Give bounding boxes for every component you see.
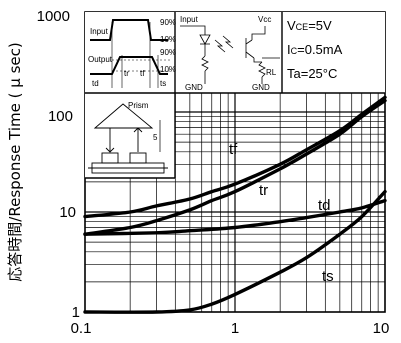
time-label-ts: ts [160,79,166,88]
series-line-tr [83,98,387,236]
y-axis-label: 応答時間/Response Time ( μ sec) [6,42,24,281]
y-tick-label-10: 10 [59,204,76,221]
curve-label-td: td [318,197,331,214]
time-label-td: td [92,79,99,88]
input-wire [180,25,206,35]
series-line-td [83,198,387,236]
top-inset-background [85,12,385,93]
input-resistor-icon [201,55,209,72]
input-waveform [90,19,168,41]
series-line-ts [83,189,387,314]
vcc-wire [251,26,266,40]
x-tick-label-0.1: 0.1 [71,320,92,337]
series-line-tf [83,95,387,219]
arrow-up-icon [133,127,143,133]
level-label-1: 90% [160,18,176,27]
condition-ic: IC=0.5mA [287,42,343,57]
y-tick-label-1: 1 [72,304,80,321]
light-arrow-2-icon [222,35,234,49]
output-wire [253,58,262,63]
circuit-vcc-label: Vcc [258,15,271,24]
circuit-gnd-right: GND [252,83,270,92]
y-tick-label-1000: 1000 [37,8,70,25]
condition-vce: VCE=5V [287,18,332,33]
circuit-gnd-left: GND [185,83,203,92]
output-waveform [90,56,168,75]
y-tick-label-100: 100 [48,108,73,125]
time-label-tf: tf [140,69,145,78]
circuit-rl-label: RL [266,68,277,77]
circuit-inset: Input GND Vcc RL GND [180,15,280,92]
curve-label-ts: ts [322,268,334,285]
prism-distance-label: 5 [153,133,158,142]
level-label-2: 10% [160,35,176,44]
x-tick-label-10: 10 [373,320,390,337]
tick-labels: 1000 100 10 1 0.1 1 10 [37,8,390,337]
waveform-output-label: Output [88,55,113,64]
level-label-4: 10% [160,65,176,74]
prism-icon [93,103,154,129]
x-tick-label-1: 1 [231,320,239,337]
circuit-input-label: Input [180,15,199,24]
curve-label-tf: tf [229,141,238,158]
led-icon [199,34,211,45]
time-label-tr: tr [124,69,129,78]
phototransistor-emitter [245,51,255,59]
test-conditions: VCE=5V IC=0.5mA Ta=25°C [287,18,343,81]
waveform-inset: Input Output 90% 10% 90% 10% td tr tf ts [88,18,176,88]
arrow-down-icon [105,147,115,153]
load-resistor-icon [258,61,266,78]
waveform-input-label: Input [90,27,109,36]
series-group [83,95,387,314]
prism-label: Prism [128,101,149,110]
curve-label-tr: tr [259,182,268,199]
insets: Input Output 90% 10% 90% 10% td tr tf ts… [85,12,385,179]
light-arrow-1-icon [214,39,226,53]
prism-inset: Prism 5 [88,101,168,174]
phototransistor-collector [245,39,253,45]
condition-ta: Ta=25°C [287,66,337,81]
level-label-3: 90% [160,48,176,57]
